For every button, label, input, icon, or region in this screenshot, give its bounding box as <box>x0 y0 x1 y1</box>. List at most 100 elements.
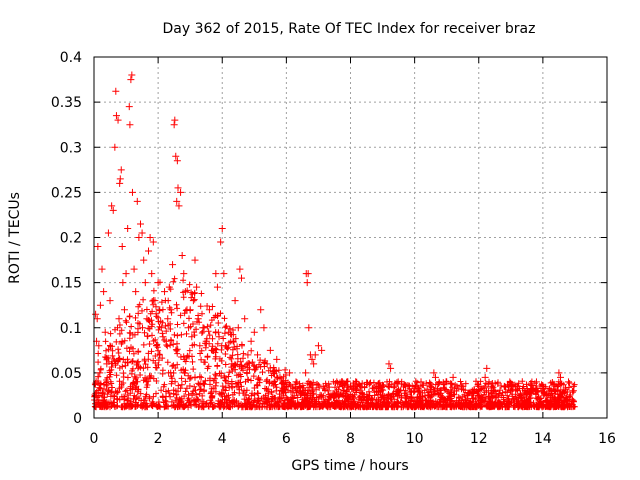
data-point <box>298 387 306 395</box>
data-point <box>302 369 310 377</box>
data-point <box>173 197 181 205</box>
data-point <box>180 270 188 278</box>
data-point <box>101 328 109 336</box>
data-point <box>91 396 99 404</box>
data-point <box>138 229 146 237</box>
data-point <box>459 382 467 390</box>
data-point <box>303 279 311 287</box>
data-point <box>196 342 204 350</box>
data-point <box>148 270 156 278</box>
data-point <box>112 112 120 120</box>
data-point <box>161 288 169 296</box>
data-point <box>481 373 489 381</box>
data-point <box>133 197 141 205</box>
data-point <box>146 234 154 241</box>
data-point <box>330 391 338 399</box>
x-tick-label: 10 <box>406 431 424 447</box>
data-point <box>96 301 104 309</box>
data-point <box>387 364 395 372</box>
y-tick-label: 0 <box>73 411 82 427</box>
x-tick-label: 16 <box>598 431 616 447</box>
data-point <box>231 297 239 305</box>
x-tick-label: 6 <box>282 431 291 447</box>
y-tick-label: 0.25 <box>51 185 82 201</box>
data-point <box>513 382 521 390</box>
data-points <box>91 71 577 404</box>
data-point <box>234 324 242 332</box>
data-point <box>116 175 124 183</box>
data-point <box>545 387 553 395</box>
data-point <box>366 391 374 399</box>
data-point <box>193 283 201 291</box>
data-point <box>507 387 515 395</box>
data-point <box>140 256 148 264</box>
y-tick-label: 0.3 <box>60 140 82 156</box>
data-point <box>169 261 177 269</box>
y-tick-label: 0.35 <box>51 95 82 111</box>
x-tick-label: 12 <box>470 431 488 447</box>
data-point <box>286 369 294 377</box>
data-point <box>319 382 327 390</box>
data-point <box>236 265 244 273</box>
data-point <box>379 382 387 390</box>
data-point <box>135 234 143 241</box>
data-point <box>149 238 157 246</box>
data-point <box>167 306 175 314</box>
data-point <box>491 387 499 395</box>
dense-background-marks <box>91 275 578 411</box>
data-point <box>244 351 252 359</box>
data-point <box>324 387 332 395</box>
data-point <box>395 387 403 395</box>
data-point <box>241 315 249 323</box>
data-point <box>215 333 223 341</box>
data-point <box>177 188 185 196</box>
data-point <box>132 288 140 296</box>
y-tick-label: 0.05 <box>51 366 82 382</box>
data-point <box>186 306 194 314</box>
x-tick-label: 2 <box>154 431 163 447</box>
data-point <box>468 387 476 395</box>
grid <box>94 57 607 418</box>
data-point <box>308 355 316 363</box>
data-point <box>411 387 419 395</box>
data-point <box>185 324 193 332</box>
data-point <box>164 315 172 323</box>
data-point <box>114 116 122 124</box>
x-tick-label: 0 <box>90 431 99 447</box>
y-tick-label: 0.15 <box>51 276 82 292</box>
data-point <box>404 382 412 390</box>
data-point <box>500 382 508 390</box>
data-point <box>143 315 151 323</box>
data-point <box>340 387 348 395</box>
data-point <box>314 342 322 350</box>
data-point <box>118 243 126 251</box>
data-point <box>189 297 197 305</box>
data-point <box>100 288 108 296</box>
data-point <box>311 351 319 359</box>
data-point <box>174 184 182 192</box>
data-point <box>151 297 159 305</box>
data-point <box>103 360 111 368</box>
y-tick-label: 0.1 <box>60 321 82 337</box>
data-point <box>225 328 233 336</box>
data-point <box>273 355 281 363</box>
data-point <box>106 297 114 305</box>
data-point <box>523 387 531 395</box>
data-point <box>122 270 130 278</box>
data-point <box>124 224 132 232</box>
data-point <box>194 315 202 323</box>
data-point <box>565 378 573 386</box>
data-point <box>175 202 183 210</box>
data-point <box>221 342 229 350</box>
data-point <box>109 206 117 214</box>
data-point <box>115 315 123 323</box>
data-point <box>305 324 313 332</box>
data-point <box>569 382 577 390</box>
data-point <box>108 202 116 210</box>
data-point <box>431 373 439 381</box>
data-point <box>292 378 300 386</box>
data-point <box>126 121 134 129</box>
data-point <box>279 378 287 386</box>
data-point <box>282 382 290 390</box>
data-point <box>128 71 136 79</box>
